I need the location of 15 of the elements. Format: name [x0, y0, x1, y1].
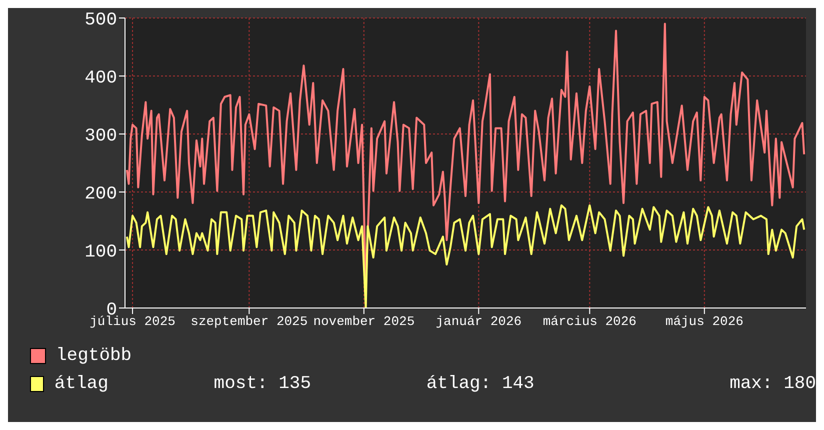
y-tick-label: 400	[84, 68, 117, 88]
x-tick-label: március 2026	[542, 314, 636, 330]
y-tick-label: 100	[84, 242, 117, 262]
x-tick-label: november 2025	[313, 314, 415, 330]
x-tick-label: szeptember 2025	[190, 314, 308, 330]
legend-label: átlag	[54, 374, 110, 394]
text: max: 180	[728, 374, 816, 394]
y-tick-label: 300	[84, 126, 117, 146]
text: most: 135	[214, 374, 312, 394]
x-tick-label: május 2026	[665, 314, 744, 330]
x-tick-label: január 2026	[436, 314, 522, 330]
y-tick-label: 200	[84, 184, 117, 204]
y-tick-label: 500	[84, 10, 117, 30]
legend-label: legtöbb	[56, 346, 133, 366]
text: átlag: 143	[426, 374, 536, 394]
